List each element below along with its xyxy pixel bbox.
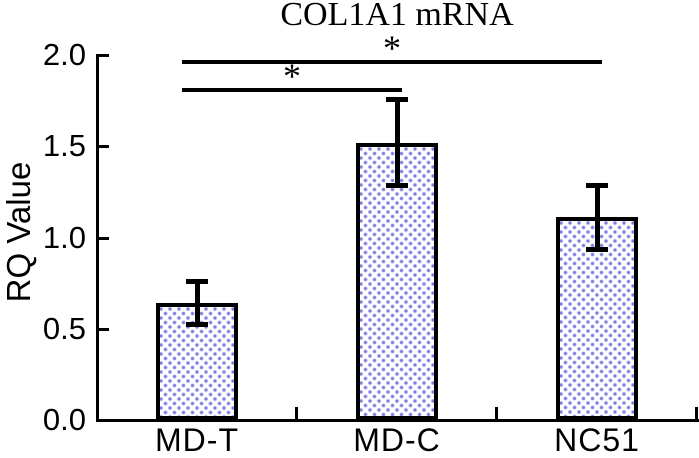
x-axis-tick (695, 407, 698, 419)
x-axis-line (96, 419, 699, 422)
significance-line (182, 60, 602, 64)
y-tick-label: 2.0 (42, 37, 86, 72)
y-axis-tick (99, 328, 109, 331)
y-tick-label: 0.5 (42, 311, 86, 346)
error-bar-cap-top (186, 279, 208, 284)
x-category-label: MD-T (155, 422, 239, 458)
chart-title: COL1A1 mRNA (280, 0, 514, 33)
y-tick-label: 1.0 (42, 220, 86, 255)
error-bar-cap-bottom (586, 247, 608, 252)
y-axis-line (96, 54, 99, 422)
y-axis-tick (99, 54, 109, 57)
significance-asterisk: * (283, 56, 301, 96)
y-tick-label: 1.5 (42, 128, 86, 163)
error-bar-line (195, 281, 200, 325)
y-tick-label: 0.0 (42, 402, 86, 437)
y-axis-tick (99, 237, 109, 240)
error-bar-cap-top (386, 97, 408, 102)
significance-line (182, 88, 402, 92)
error-bar-cap-bottom (386, 183, 408, 188)
y-axis-tick (99, 145, 109, 148)
x-axis-tick (295, 407, 298, 419)
bar-NC51 (556, 217, 638, 420)
error-bar-cap-top (586, 183, 608, 188)
x-category-label: NC51 (554, 422, 640, 458)
x-category-label: MD-C (353, 422, 441, 458)
y-axis-tick (99, 419, 109, 422)
significance-asterisk: * (383, 28, 401, 68)
error-bar-line (395, 99, 400, 186)
x-axis-tick (495, 407, 498, 419)
error-bar-cap-bottom (186, 322, 208, 327)
error-bar-line (595, 185, 600, 250)
